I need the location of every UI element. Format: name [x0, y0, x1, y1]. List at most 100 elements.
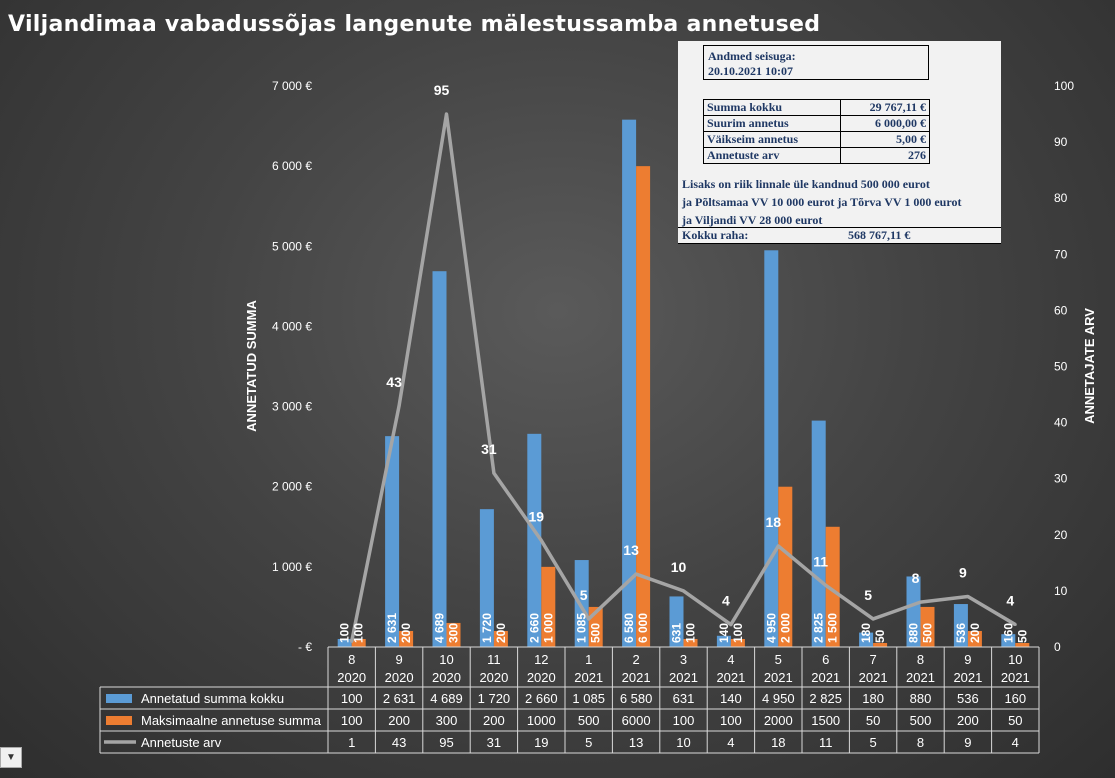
category-year-label: 2021	[906, 670, 935, 685]
category-year-label: 2021	[716, 670, 745, 685]
bar	[636, 166, 651, 647]
y2-tick-label: 30	[1054, 472, 1068, 486]
table-cell: 1 720	[478, 691, 511, 706]
bar	[825, 526, 840, 647]
bar-data-label: 6 000	[636, 613, 650, 643]
table-cell: 100	[341, 691, 363, 706]
category-year-label: 2021	[622, 670, 651, 685]
y-tick-label: 7 000 €	[272, 79, 312, 93]
stats-value: 29 767,11 €	[840, 99, 930, 116]
line-point	[539, 538, 543, 542]
bar	[683, 638, 698, 647]
line-data-label: 10	[671, 559, 687, 575]
line-point	[824, 583, 828, 587]
stats-label: Suurim annetus	[702, 115, 842, 132]
extra-funding-note: Lisaks on riik linnale üle kandnud 500 0…	[682, 175, 961, 229]
stats-value: 6 000,00 €	[840, 115, 930, 132]
date-value: 20.10.2021 10:07	[708, 64, 793, 78]
y2-tick-label: 60	[1054, 303, 1068, 317]
category-year-label: 2021	[669, 670, 698, 685]
category-year-label: 2021	[574, 670, 603, 685]
table-cell: 1500	[811, 713, 840, 728]
category-year-label: 2021	[764, 670, 793, 685]
bar	[669, 596, 684, 647]
bar-data-label: 2 660	[527, 613, 541, 643]
line-data-label: 11	[813, 553, 828, 569]
bar	[953, 604, 968, 647]
line-data-label: 13	[623, 542, 639, 558]
bar	[527, 433, 542, 647]
legend-label: Annetuste arv	[141, 735, 222, 750]
bar	[399, 630, 414, 647]
stats-row: Väikseim annetus 5,00 €	[702, 131, 930, 148]
line-data-label: 31	[481, 441, 497, 457]
total-value: 568 767,11 €	[848, 228, 911, 242]
bar	[730, 638, 745, 647]
category-year-label: 2021	[859, 670, 888, 685]
category-year-label: 2020	[432, 670, 461, 685]
bar-data-label: 631	[670, 623, 684, 643]
bar	[764, 250, 779, 648]
category-year-label: 2020	[385, 670, 414, 685]
table-cell: 100	[720, 713, 742, 728]
table-cell: 536	[957, 691, 979, 706]
bar-data-label: 4 950	[764, 613, 778, 643]
table-cell: 6 580	[620, 691, 653, 706]
data-date-box: Andmed seisuga: 20.10.2021 10:07	[703, 45, 929, 80]
bar	[1015, 642, 1030, 647]
table-cell: 43	[392, 735, 406, 750]
table-cell: 180	[862, 691, 884, 706]
stats-label: Summa kokku	[702, 99, 842, 116]
bar	[906, 576, 921, 647]
bar	[811, 420, 826, 647]
summary-info-box: Andmed seisuga: 20.10.2021 10:07 Summa k…	[678, 41, 1001, 244]
table-cell: 1	[348, 735, 355, 750]
line-point	[919, 600, 922, 604]
table-cell: 100	[341, 713, 363, 728]
bar-data-label: 300	[447, 623, 461, 643]
table-cell: 31	[487, 735, 501, 750]
line-data-label: 19	[529, 508, 545, 524]
bar	[479, 509, 494, 647]
y2-tick-label: 20	[1054, 528, 1068, 542]
bar-data-label: 50	[1015, 629, 1029, 643]
table-cell: 1 085	[572, 691, 605, 706]
dropdown-button[interactable]: ▼	[0, 747, 22, 768]
stats-value: 5,00 €	[840, 131, 930, 148]
line-data-label: 4	[1006, 593, 1014, 609]
table-cell: 160	[1004, 691, 1026, 706]
table-cell: 4	[727, 735, 734, 750]
bar	[385, 436, 400, 647]
table-cell: 2 631	[383, 691, 416, 706]
line-data-label: 5	[864, 587, 872, 603]
category-year-label: 2021	[953, 670, 982, 685]
table-cell: 13	[629, 735, 643, 750]
stats-label: Annetuste arv	[702, 147, 842, 164]
total-label: Kokku raha:	[682, 228, 749, 242]
table-cell: 4	[1012, 735, 1019, 750]
line-data-label: 5	[580, 587, 588, 603]
y2-tick-label: 80	[1054, 191, 1068, 205]
y2-tick-label: 50	[1054, 360, 1068, 374]
table-cell: 100	[673, 713, 695, 728]
table-cell: 19	[534, 735, 548, 750]
table-cell: 200	[388, 713, 410, 728]
line-point	[492, 471, 496, 475]
category-year-label: 2020	[527, 670, 556, 685]
y2-tick-label: 40	[1054, 416, 1068, 430]
table-cell: 200	[483, 713, 505, 728]
line-point	[445, 112, 448, 116]
line-data-label: 18	[766, 514, 782, 530]
line-data-label: 9	[959, 565, 967, 581]
bar-data-label: 50	[873, 629, 887, 643]
table-cell: 18	[771, 735, 785, 750]
bar-data-label: 1 500	[826, 613, 840, 643]
bar-data-label: 140	[717, 623, 731, 643]
legend-key	[106, 716, 132, 725]
bar-data-label: 200	[968, 623, 982, 643]
bar	[493, 630, 508, 647]
table-cell: 2000	[764, 713, 793, 728]
table-cell: 9	[964, 735, 971, 750]
bar-data-label: 500	[921, 623, 935, 643]
